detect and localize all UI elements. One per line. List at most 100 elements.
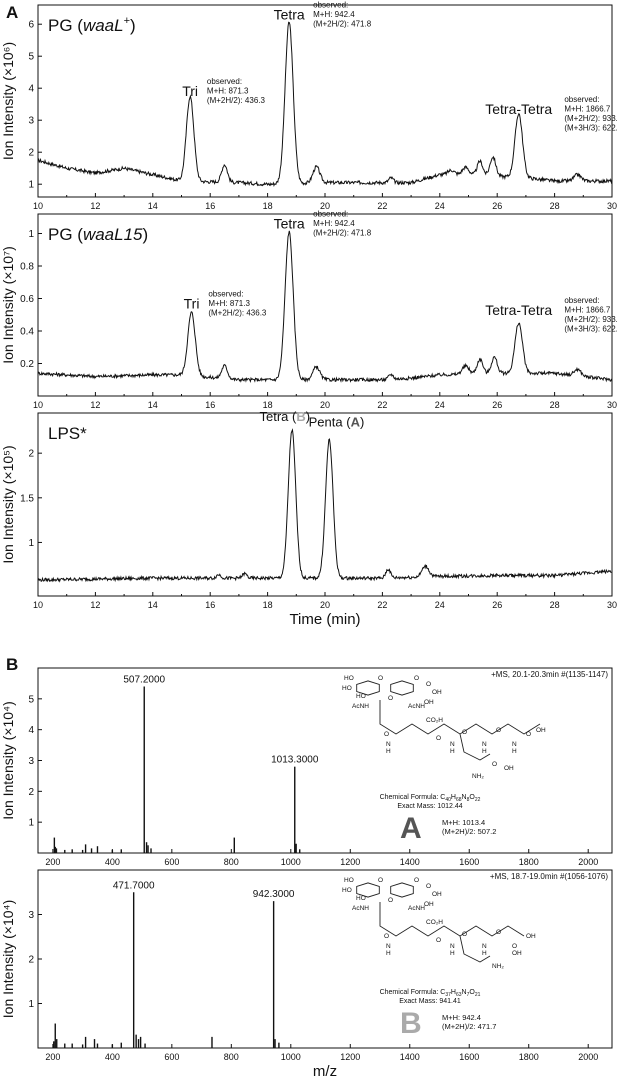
peak-detail-1-2-0: observed: <box>564 95 599 104</box>
x-tick-label-3-5: 1200 <box>340 857 360 867</box>
structure-atom-1-18: O <box>462 729 467 736</box>
trace-1 <box>37 21 613 187</box>
x-tick-label-4-4: 1000 <box>281 1052 301 1062</box>
structure-atom-1-2: O <box>378 675 383 682</box>
x-tick-label-2-2: 14 <box>148 600 158 610</box>
y-axis-label-3: Ion Intensity (×10⁴) <box>0 701 16 819</box>
trace-3 <box>37 428 613 583</box>
peak-detail-1-2-1: M+H: 1866.7 <box>564 104 611 113</box>
scan-info-2: +MS, 18.7-19.0min #(1056-1076) <box>490 872 608 881</box>
peak-detail-1-1-0: observed: <box>313 0 348 9</box>
y-tick-label-0-0: 1 <box>28 180 34 191</box>
x-tick-label-0-8: 26 <box>492 201 502 211</box>
x-tick-label-4-6: 1400 <box>400 1052 420 1062</box>
structure-atom-1-6: AcNH <box>352 703 369 710</box>
x-tick-label-3-8: 1800 <box>519 857 539 867</box>
structure-atom-2-20: H <box>482 950 487 957</box>
y-tick-label-4-1: 2 <box>28 955 34 966</box>
peak-detail-2-2-1: M+H: 1866.7 <box>564 305 611 314</box>
structure-atom-1-4: HO <box>356 693 366 700</box>
peptide-chain-2 <box>379 902 525 937</box>
x-tick-label-4-9: 2000 <box>578 1052 598 1062</box>
peak-label-1-2: Tetra-Tetra <box>485 101 552 117</box>
y-axis-label-2: Ion Intensity (×10⁵) <box>0 445 16 563</box>
spectrum-peak-label-2-1: 942.3000 <box>253 889 295 900</box>
scan-info-1: +MS, 20.1-20.3min #(1135-1147) <box>491 670 608 679</box>
x-tick-label-1-2: 14 <box>148 400 158 410</box>
peak-detail-2-0-2: (M+2H/2): 436.3 <box>208 308 267 317</box>
y-tick-label-3-3: 4 <box>28 725 34 736</box>
structure-atom-2-17: H <box>450 950 455 957</box>
y-axis-label-4: Ion Intensity (×10⁴) <box>0 900 16 1018</box>
x-tick-label-1-7: 24 <box>435 400 445 410</box>
molecule-marker-1: A <box>400 812 422 845</box>
structure-atom-1-7: O <box>388 695 393 702</box>
x-tick-label-3-3: 800 <box>224 857 239 867</box>
observed-mass-2-1: (M+2H)/2: 471.7 <box>442 1022 496 1031</box>
y-tick-label-2-2: 2 <box>28 449 34 460</box>
peak-detail-2-0-1: M+H: 871.3 <box>208 299 250 308</box>
peak-detail-1-0-0: observed: <box>207 77 242 86</box>
plot-frame-4 <box>37 869 613 1049</box>
y-tick-label-3-2: 3 <box>28 756 34 767</box>
structure-atom-2-11: O <box>384 933 389 940</box>
side-chain-2 <box>459 935 491 963</box>
spectrum-peak-label-2-0: 471.7000 <box>113 880 155 891</box>
x-tick-label-4-7: 1600 <box>459 1052 479 1062</box>
x-tick-label-3-4: 1000 <box>281 857 301 867</box>
x-tick-label-0-3: 16 <box>205 201 215 211</box>
y-tick-label-0-2: 3 <box>28 116 34 127</box>
structure-atom-2-0: HO <box>344 877 354 884</box>
x-tick-label-1-5: 20 <box>320 400 330 410</box>
x-axis-label-2: Time (min) <box>289 611 360 628</box>
structure-atom-1-13: N <box>386 741 391 748</box>
x-tick-label-3-1: 400 <box>105 857 120 867</box>
panel-label-1: PG (waaL+) <box>48 15 136 35</box>
y-tick-label-0-3: 4 <box>28 84 34 95</box>
x-tick-label-1-4: 18 <box>263 400 273 410</box>
exact-mass-1: Exact Mass: 1012.44 <box>397 803 462 810</box>
x-tick-label-2-4: 18 <box>263 600 273 610</box>
structure-atom-1-20: H <box>482 748 487 755</box>
peak-detail-1-1-1: M+H: 942.4 <box>313 10 355 19</box>
x-tick-label-1-0: 10 <box>33 400 43 410</box>
structure-atom-2-24: OH <box>526 933 536 940</box>
x-tick-label-1-10: 30 <box>607 400 617 410</box>
x-tick-label-0-9: 28 <box>550 201 560 211</box>
structure-atom-2-18: O <box>462 931 467 938</box>
sugar-ring-2-1 <box>390 680 414 696</box>
structure-atom-2-3: O <box>414 877 419 884</box>
x-axis-label-4: m/z <box>313 1063 337 1078</box>
x-tick-label-3-7: 1600 <box>459 857 479 867</box>
spectrum-peak-label-1-1: 1013.3000 <box>271 755 319 766</box>
mass-spectrum-panel-2: 1 2 3 200 400 600 800 1000 1200 1400 1600 1800 2000 I… <box>0 869 613 1078</box>
peak-detail-1-0-1: M+H: 871.3 <box>207 87 249 96</box>
x-tick-label-2-8: 26 <box>492 600 502 610</box>
peak-detail-2-1-0: observed: <box>313 210 348 219</box>
x-tick-label-4-0: 200 <box>45 1052 60 1062</box>
panel-label-3: LPS* <box>48 424 87 443</box>
structure-atom-1-26: OH <box>536 727 546 734</box>
structure-atom-1-22: N <box>512 741 517 748</box>
structure-atom-2-12: CO₂H <box>426 919 443 926</box>
peak-detail-1-1-2: (M+2H/2): 471.8 <box>313 19 372 28</box>
structure-atom-1-25: O <box>492 761 497 768</box>
structure-atom-1-3: O <box>414 675 419 682</box>
x-tick-label-0-1: 12 <box>90 201 100 211</box>
structure-atom-1-23: H <box>512 748 517 755</box>
structure-atom-2-5: O <box>426 883 431 890</box>
x-tick-label-0-5: 20 <box>320 201 330 211</box>
x-tick-label-0-6: 22 <box>377 201 387 211</box>
peak-label-1-1: Tetra <box>274 6 305 22</box>
plot-frame-3 <box>37 667 613 854</box>
peak-detail-1-0-2: (M+2H/2): 436.3 <box>207 96 266 105</box>
peak-detail-2-2-3: (M+3H/3): 622.8 <box>564 324 617 333</box>
mass-spectrum-panel-1: 1 2 3 4 5 200 400 600 800 1000 1200 1400 1600 1800 200… <box>0 667 613 867</box>
structure-atom-1-24: O <box>526 731 531 738</box>
y-tick-label-0-4: 5 <box>28 52 34 63</box>
observed-mass-2-0: M+H: 942.4 <box>442 1013 481 1022</box>
x-tick-label-0-2: 14 <box>148 201 158 211</box>
chromatogram-panel-2: 0.2 0.4 0.6 0.8 1 10 12 14 16 18 20 22 24 26 28 30 Ion I… <box>0 210 617 410</box>
